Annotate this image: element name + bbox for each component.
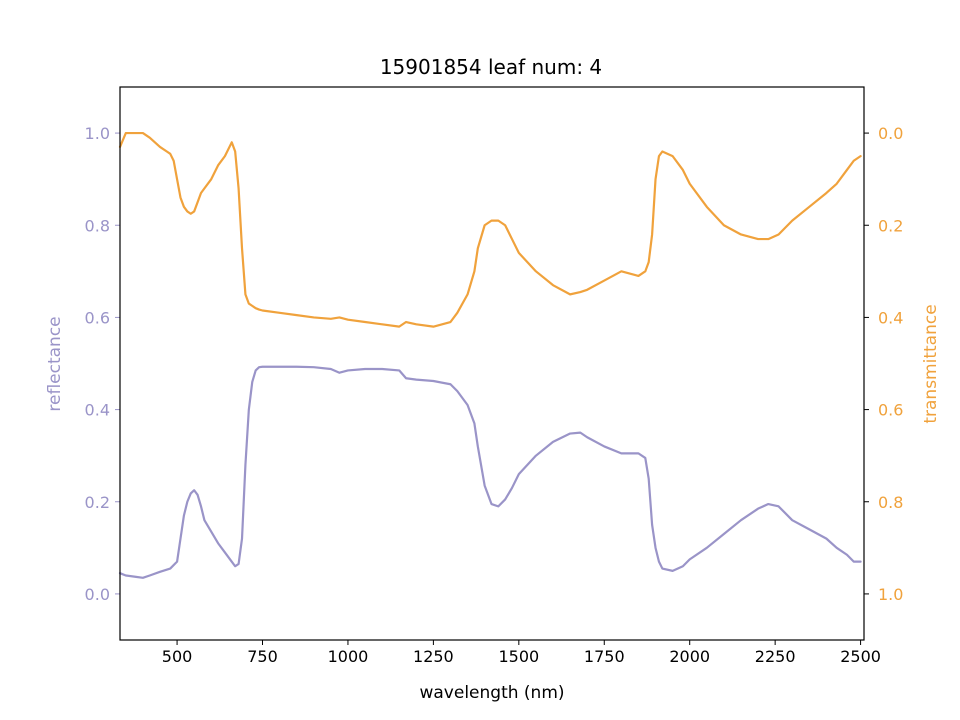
right-y-axis-label: transmittance <box>921 304 941 423</box>
right-y-tick-label: 0.0 <box>878 124 903 143</box>
left-y-tick-label: 0.8 <box>85 216 110 235</box>
right-y-tick-label: 1.0 <box>878 585 903 604</box>
x-tick-label: 1750 <box>584 647 625 666</box>
left-y-tick-label: 0.2 <box>85 493 110 512</box>
x-tick-label: 2000 <box>669 647 710 666</box>
x-axis-label: wavelength (nm) <box>419 683 564 703</box>
x-tick-label: 1500 <box>498 647 539 666</box>
x-tick-label: 1000 <box>328 647 369 666</box>
left-y-tick-label: 0.0 <box>85 585 110 604</box>
right-y-tick-label: 0.6 <box>878 401 903 420</box>
left-y-axis-label: reflectance <box>45 316 65 411</box>
left-y-tick-label: 0.4 <box>85 401 110 420</box>
left-y-tick-label: 1.0 <box>85 124 110 143</box>
x-tick-label: 750 <box>247 647 278 666</box>
x-tick-label: 2250 <box>755 647 796 666</box>
x-tick-label: 2500 <box>840 647 881 666</box>
right-y-tick-label: 0.2 <box>878 216 903 235</box>
series-layer <box>118 131 862 579</box>
chart-title: 15901854 leaf num: 4 <box>380 55 602 79</box>
plot-frame <box>119 86 865 641</box>
axes-layer: 500 750 1000 1250 1500 1750 2000 2250 2500 0.0 0.2… <box>85 124 904 666</box>
x-tick-label: 500 <box>162 647 193 666</box>
right-y-tick-label: 0.4 <box>878 308 903 327</box>
right-y-tick-label: 0.8 <box>878 493 903 512</box>
transmittance-line <box>118 131 862 328</box>
x-tick-label: 1250 <box>413 647 454 666</box>
reflectance-line <box>118 365 862 579</box>
left-y-tick-label: 0.6 <box>85 308 110 327</box>
